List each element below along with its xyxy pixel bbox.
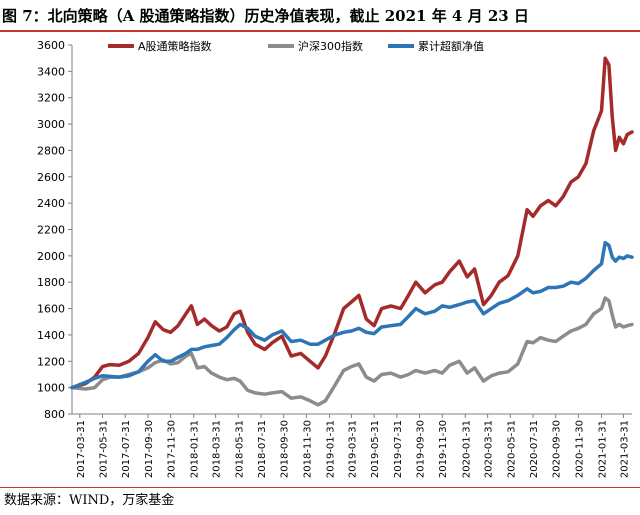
legend-label: 沪深300指数 [298,39,363,53]
x-tick-label: 2021-01-31 [597,420,608,478]
series-line-1 [70,56,634,390]
x-tick-label: 2020-09-30 [552,420,563,478]
source-divider [0,487,640,488]
y-axis: 800 1000 1200 1400 1600 1800 2000 2200 2400 2600 2… [37,39,73,421]
x-tick-label: 2017-03-31 [76,420,87,478]
x-tick-label: 2021-03-31 [619,420,630,478]
title-divider [0,30,640,32]
x-tick-label: 2019-07-31 [393,420,404,478]
x-tick-label: 2018-05-31 [234,420,245,478]
x-tick-label: 2020-05-31 [506,420,517,478]
x-tick-label: 2020-11-30 [574,420,585,478]
legend-label: A股通策略指数 [138,39,212,53]
y-tick-label: 1200 [37,355,65,368]
series-line-2 [70,296,634,407]
x-tick-label: 2017-05-31 [99,420,110,478]
x-tick-label: 2019-09-30 [416,420,427,478]
x-tick-label: 2019-03-31 [347,420,358,478]
legend-label: 累计超额净值 [418,39,484,53]
x-tick-label: 2017-11-30 [167,420,178,478]
y-tick-label: 1800 [37,276,65,289]
figure-title: 图 7：北向策略（A 股通策略指数）历史净值表现，截止 2021 年 4 月 2… [2,7,529,25]
plot-lines [70,56,634,407]
x-tick-label: 2017-07-31 [121,420,132,478]
y-tick-label: 3000 [37,118,65,131]
x-tick-label: 2018-07-31 [257,420,268,478]
y-tick-label: 2800 [37,144,65,157]
x-tick-label: 2018-11-30 [302,420,313,478]
y-tick-label: 1600 [37,303,65,316]
x-tick-label: 2020-07-31 [529,420,540,478]
series-line-3 [70,240,634,390]
y-tick-label: 2200 [37,224,65,237]
x-tick-label: 2017-09-30 [144,420,155,478]
x-tick-label: 2019-01-31 [325,420,336,478]
y-tick-label: 2000 [37,250,65,263]
y-tick-label: 3400 [37,65,65,78]
y-tick-label: 2400 [37,197,65,210]
x-tick-label: 2020-01-31 [461,420,472,478]
chart-legend: A股通策略指数 沪深300指数 累计超额净值 [108,39,484,53]
x-tick-label: 2019-11-30 [438,420,449,478]
y-tick-label: 1400 [37,329,65,342]
y-tick-label: 3600 [37,39,65,52]
line-chart: 800 1000 1200 1400 1600 1800 2000 2200 2400 2600 2… [37,39,634,478]
y-tick-label: 2600 [37,171,65,184]
x-tick-label: 2018-09-30 [280,420,291,478]
data-source-note: 数据来源：WIND，万家基金 [4,493,175,508]
y-tick-label: 3200 [37,92,65,105]
y-tick-label: 800 [44,408,65,421]
x-axis: 2017-03-31 2017-05-31 2017-07-31 2017-09-30… [72,413,632,478]
x-tick-label: 2018-03-31 [212,420,223,478]
x-tick-label: 2020-03-31 [484,420,495,478]
x-tick-label: 2019-05-31 [370,420,381,478]
y-tick-label: 1000 [37,382,65,395]
x-tick-label: 2018-01-31 [190,420,201,478]
